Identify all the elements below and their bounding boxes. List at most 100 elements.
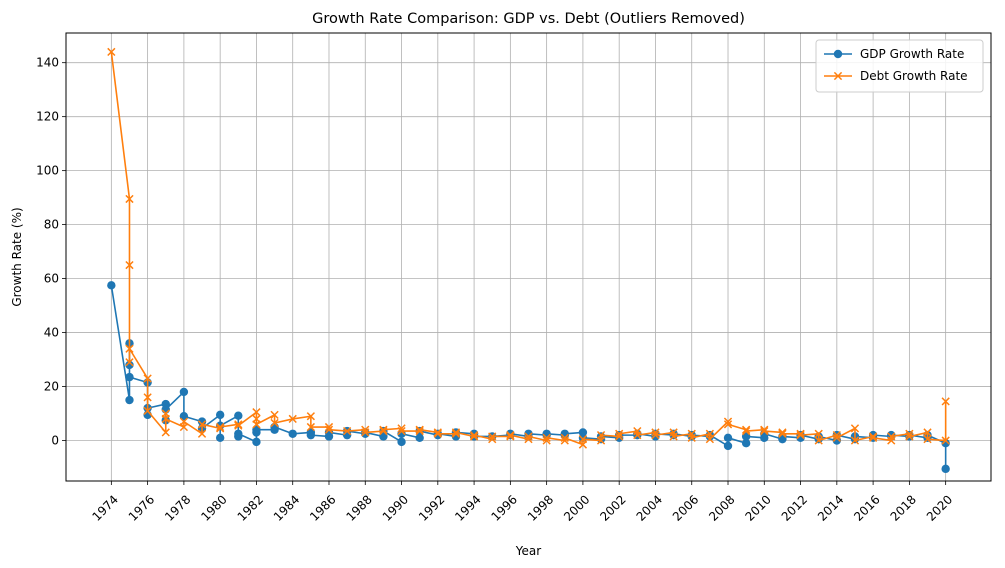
data-point	[125, 194, 134, 204]
data-point	[397, 437, 406, 447]
data-point	[324, 425, 334, 434]
data-point	[415, 425, 424, 434]
x-tick-label: 1980	[198, 492, 229, 523]
data-point	[197, 429, 207, 438]
y-tick-label: 100	[36, 164, 59, 178]
data-point	[741, 439, 751, 448]
x-tick-label: 2018	[888, 492, 919, 523]
data-point	[252, 425, 261, 434]
data-point	[397, 426, 406, 436]
data-point	[415, 426, 424, 436]
data-point	[433, 428, 442, 437]
x-tick-label: 2014	[815, 492, 846, 523]
data-point	[324, 422, 334, 432]
data-point	[832, 433, 841, 442]
data-point	[705, 435, 715, 444]
data-point	[306, 430, 316, 440]
data-point	[234, 411, 243, 420]
y-tick-label: 80	[44, 218, 59, 232]
data-point	[923, 435, 932, 444]
x-tick-label: 2012	[779, 492, 810, 523]
data-point	[524, 429, 533, 438]
data-point	[469, 430, 479, 440]
data-point	[415, 433, 424, 443]
data-point	[215, 410, 225, 420]
data-point	[234, 421, 243, 430]
data-point	[723, 420, 733, 429]
data-point	[216, 424, 225, 433]
series-debt	[107, 47, 950, 449]
data-point	[288, 429, 297, 438]
data-point	[252, 437, 261, 447]
x-tick-label: 1994	[452, 492, 483, 523]
data-point	[850, 436, 860, 445]
data-point	[506, 430, 515, 440]
data-point	[723, 433, 733, 443]
data-point	[560, 436, 569, 445]
data-point	[941, 464, 950, 474]
x-tick-label: 1974	[90, 492, 121, 523]
data-point	[796, 429, 805, 438]
x-tick-label: 1998	[525, 492, 556, 523]
chart-title: Growth Rate Comparison: GDP vs. Debt (Ou…	[312, 11, 745, 27]
series-gdp	[107, 281, 950, 474]
data-point	[234, 429, 243, 438]
data-point	[723, 441, 733, 451]
legend-item: GDP Growth Rate	[824, 47, 964, 61]
legend: GDP Growth Rate Debt Growth Rate	[815, 39, 984, 93]
legend-item: Debt Growth Rate	[824, 69, 968, 83]
data-point	[288, 414, 297, 424]
data-point	[742, 425, 751, 434]
data-point	[161, 414, 170, 424]
data-point	[107, 47, 116, 57]
data-point	[941, 436, 950, 445]
data-point	[760, 426, 769, 436]
data-point	[252, 408, 261, 417]
x-tick-label: 1990	[380, 492, 411, 523]
data-point	[270, 410, 279, 420]
data-point	[143, 393, 152, 402]
data-point	[125, 358, 134, 367]
data-point	[107, 281, 116, 290]
data-point	[524, 432, 533, 441]
series-layer	[107, 47, 950, 474]
data-point	[506, 432, 515, 441]
data-point	[179, 412, 189, 421]
data-point	[814, 429, 823, 438]
x-tick-label: 1992	[416, 492, 447, 523]
data-point	[887, 430, 896, 440]
x-tick-label: 1986	[307, 492, 338, 523]
data-point	[306, 412, 315, 421]
data-point	[270, 422, 279, 432]
series-line	[110, 51, 947, 446]
data-point	[361, 425, 370, 434]
data-point	[143, 406, 152, 415]
legend-box	[815, 39, 984, 93]
data-point	[741, 432, 751, 441]
y-tick-label: 60	[44, 272, 59, 286]
data-point	[742, 426, 751, 436]
data-point	[179, 417, 189, 426]
data-point	[161, 405, 170, 414]
data-point	[923, 428, 932, 437]
data-point	[941, 397, 950, 406]
data-point	[469, 432, 479, 441]
x-tick-label: 2002	[597, 492, 628, 523]
data-point	[651, 428, 660, 437]
data-point	[379, 425, 388, 434]
legend-label: Debt Growth Rate	[860, 69, 968, 83]
data-point	[578, 435, 588, 444]
data-point	[669, 432, 678, 441]
data-point	[868, 432, 878, 441]
data-point	[905, 432, 914, 441]
data-point	[814, 436, 823, 445]
data-point	[397, 424, 406, 433]
data-point	[143, 374, 152, 383]
y-tick-label: 0	[51, 434, 59, 448]
y-axis-label: Growth Rate (%)	[10, 207, 24, 306]
data-point	[832, 430, 841, 440]
data-point	[778, 428, 787, 437]
x-tick-label: 1978	[162, 492, 193, 523]
data-point	[270, 418, 279, 428]
x-tick-label: 1976	[126, 492, 157, 523]
